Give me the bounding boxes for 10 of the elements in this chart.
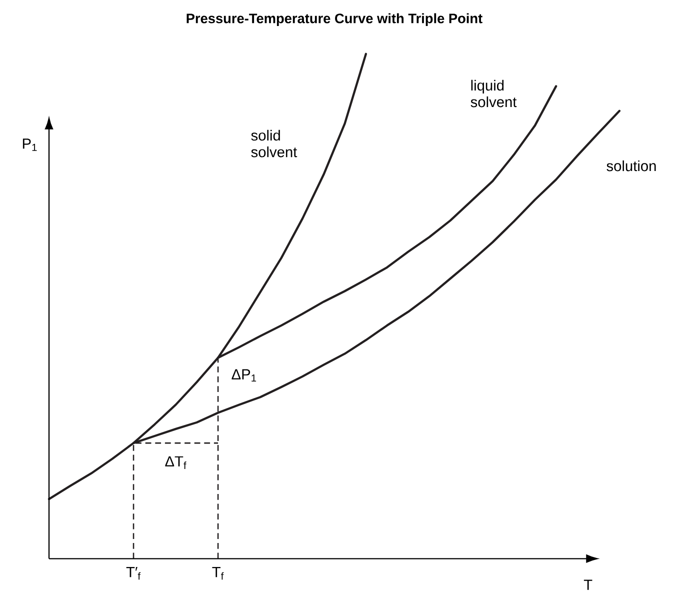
chart-title: Pressure-Temperature Curve with Triple Point — [186, 13, 482, 26]
text: solid solvent — [251, 130, 298, 158]
text: T$_{f}$ — [212, 567, 224, 580]
annotation: ΔT$_{f}$ — [165, 456, 186, 470]
series-label: solution — [606, 160, 656, 172]
annotation: ΔP$_{1}$ — [232, 369, 256, 382]
y-axis-title: P$_{1}$ — [22, 138, 37, 151]
series-label: liquid solvent — [470, 80, 517, 108]
text: T′$_{f}$ — [126, 567, 141, 580]
x-axis-title: T — [584, 580, 592, 590]
